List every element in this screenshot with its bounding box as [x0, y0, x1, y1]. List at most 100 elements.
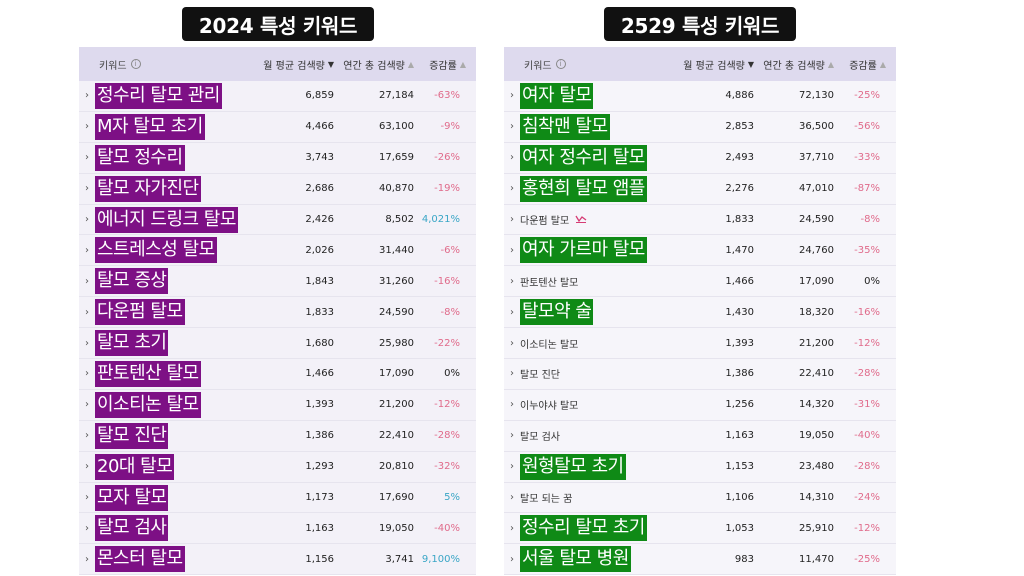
trend-chart-icon[interactable]: [575, 213, 587, 226]
keyword-text[interactable]: 탈모 진단: [95, 422, 169, 449]
expand-chevron-icon[interactable]: ›: [85, 368, 89, 380]
keyword-text[interactable]: 탈모 되는 꿈: [520, 494, 573, 506]
keyword-text[interactable]: 이소티논 탈모: [520, 339, 579, 351]
table-row[interactable]: › 스트레스성 탈모 2,026 31,440 -6%: [79, 235, 476, 267]
expand-chevron-icon[interactable]: ›: [510, 461, 514, 473]
keyword-text[interactable]: 몬스터 탈모: [95, 546, 185, 573]
expand-chevron-icon[interactable]: ›: [510, 183, 514, 195]
table-row[interactable]: › 서울 탈모 병원 983 11,470 -25%: [504, 544, 896, 576]
keyword-text[interactable]: 탈모약 술: [520, 299, 594, 326]
keyword-text[interactable]: 탈모 자가진단: [95, 175, 201, 202]
expand-chevron-icon[interactable]: ›: [510, 522, 514, 534]
expand-chevron-icon[interactable]: ›: [510, 399, 514, 411]
change-column-header[interactable]: 증감률 ▲: [834, 57, 896, 72]
expand-chevron-icon[interactable]: ›: [510, 90, 514, 102]
table-row[interactable]: › 탈모 자가진단 2,686 40,870 -19%: [79, 173, 476, 205]
table-row[interactable]: › 판토텐산 탈모 1,466 17,090 0%: [504, 266, 896, 298]
keyword-text[interactable]: 정수리 탈모 초기: [520, 515, 647, 542]
info-icon[interactable]: i: [555, 59, 566, 69]
expand-chevron-icon[interactable]: ›: [85, 152, 89, 164]
expand-chevron-icon[interactable]: ›: [85, 492, 89, 504]
expand-chevron-icon[interactable]: ›: [510, 306, 514, 318]
keyword-text[interactable]: 이누야샤 탈모: [520, 401, 579, 413]
expand-chevron-icon[interactable]: ›: [85, 244, 89, 256]
table-row[interactable]: › 여자 탈모 4,886 72,130 -25%: [504, 81, 896, 112]
keyword-text[interactable]: 판토텐산 탈모: [520, 277, 579, 289]
keyword-text[interactable]: 탈모 증상: [95, 268, 169, 295]
table-row[interactable]: › 이소티논 탈모 1,393 21,200 -12%: [504, 328, 896, 360]
table-row[interactable]: › 이누야샤 탈모 1,256 14,320 -31%: [504, 389, 896, 421]
table-row[interactable]: › 몬스터 탈모 1,156 3,741 9,100%: [79, 544, 476, 576]
expand-chevron-icon[interactable]: ›: [85, 399, 89, 411]
table-row[interactable]: › 탈모 진단 1,386 22,410 -28%: [504, 359, 896, 390]
table-row[interactable]: › 탈모 진단 1,386 22,410 -28%: [79, 420, 476, 452]
table-row[interactable]: › 침착맨 탈모 2,853 36,500 -56%: [504, 111, 896, 143]
expand-chevron-icon[interactable]: ›: [510, 214, 514, 225]
table-row[interactable]: › 정수리 탈모 관리 6,859 27,184 -63%: [79, 81, 476, 112]
table-row[interactable]: › 20대 탈모 1,293 20,810 -32%: [79, 451, 476, 483]
expand-chevron-icon[interactable]: ›: [85, 337, 89, 349]
total-search-column-header[interactable]: 연간 총 검색량 ▲: [334, 57, 414, 72]
expand-chevron-icon[interactable]: ›: [510, 337, 514, 349]
table-row[interactable]: › 다운펌 탈모 1,833 24,590 -8%: [79, 297, 476, 329]
expand-chevron-icon[interactable]: ›: [510, 492, 514, 504]
expand-chevron-icon[interactable]: ›: [85, 522, 89, 534]
expand-chevron-icon[interactable]: ›: [85, 430, 89, 442]
table-row[interactable]: › 탈모 검사 1,163 19,050 -40%: [504, 420, 896, 452]
keyword-text[interactable]: 여자 정수리 탈모: [520, 144, 647, 171]
table-row[interactable]: › 탈모 되는 꿈 1,106 14,310 -24%: [504, 482, 896, 514]
expand-chevron-icon[interactable]: ›: [510, 244, 514, 256]
table-row[interactable]: › 이소티논 탈모 1,393 21,200 -12%: [79, 389, 476, 421]
expand-chevron-icon[interactable]: ›: [85, 214, 89, 225]
table-row[interactable]: › 탈모약 술 1,430 18,320 -16%: [504, 297, 896, 329]
keyword-text[interactable]: 에너지 드링크 탈모: [95, 206, 238, 233]
table-row[interactable]: › 다운펌 탈모 1,833 24,590 -8%: [504, 204, 896, 236]
keyword-text[interactable]: 홍현희 탈모 앰플: [520, 175, 647, 202]
keyword-text[interactable]: 판토텐산 탈모: [95, 360, 201, 387]
expand-chevron-icon[interactable]: ›: [85, 306, 89, 318]
keyword-text[interactable]: 서울 탈모 병원: [520, 546, 631, 573]
keyword-text[interactable]: 여자 가르마 탈모: [520, 237, 647, 264]
table-row[interactable]: › 탈모 정수리 3,743 17,659 -26%: [79, 142, 476, 174]
total-search-column-header[interactable]: 연간 총 검색량 ▲: [754, 57, 834, 72]
table-row[interactable]: › 탈모 증상 1,843 31,260 -16%: [79, 266, 476, 298]
keyword-text[interactable]: 탈모 정수리: [95, 144, 185, 171]
expand-chevron-icon[interactable]: ›: [85, 275, 89, 287]
keyword-text[interactable]: M자 탈모 초기: [95, 113, 205, 140]
table-row[interactable]: › 여자 가르마 탈모 1,470 24,760 -35%: [504, 235, 896, 267]
table-row[interactable]: › 에너지 드링크 탈모 2,426 8,502 4,021%: [79, 204, 476, 236]
keyword-text[interactable]: 원형탈모 초기: [520, 453, 626, 480]
keyword-text[interactable]: 탈모 검사: [95, 515, 169, 542]
keyword-text[interactable]: 다운펌 탈모: [520, 216, 570, 227]
keyword-text[interactable]: 20대 탈모: [95, 453, 175, 480]
keyword-text[interactable]: 탈모 초기: [95, 330, 169, 357]
expand-chevron-icon[interactable]: ›: [510, 430, 514, 442]
keyword-text[interactable]: 탈모 검사: [520, 432, 560, 444]
expand-chevron-icon[interactable]: ›: [85, 121, 89, 133]
table-row[interactable]: › 모자 탈모 1,173 17,690 5%: [79, 482, 476, 514]
table-row[interactable]: › 탈모 검사 1,163 19,050 -40%: [79, 513, 476, 545]
table-row[interactable]: › M자 탈모 초기 4,466 63,100 -9%: [79, 111, 476, 143]
keyword-text[interactable]: 다운펌 탈모: [95, 299, 185, 326]
keyword-text[interactable]: 스트레스성 탈모: [95, 237, 217, 264]
expand-chevron-icon[interactable]: ›: [85, 553, 89, 565]
keyword-text[interactable]: 여자 탈모: [520, 82, 594, 109]
expand-chevron-icon[interactable]: ›: [85, 461, 89, 473]
expand-chevron-icon[interactable]: ›: [85, 183, 89, 195]
table-row[interactable]: › 홍현희 탈모 앰플 2,276 47,010 -87%: [504, 173, 896, 205]
table-row[interactable]: › 정수리 탈모 초기 1,053 25,910 -12%: [504, 513, 896, 545]
table-row[interactable]: › 판토텐산 탈모 1,466 17,090 0%: [79, 359, 476, 390]
table-row[interactable]: › 여자 정수리 탈모 2,493 37,710 -33%: [504, 142, 896, 174]
expand-chevron-icon[interactable]: ›: [510, 553, 514, 565]
keyword-text[interactable]: 정수리 탈모 관리: [95, 82, 222, 109]
expand-chevron-icon[interactable]: ›: [510, 368, 514, 380]
table-row[interactable]: › 원형탈모 초기 1,153 23,480 -28%: [504, 451, 896, 483]
avg-search-column-header[interactable]: 월 평균 검색량 ▼: [254, 57, 334, 72]
expand-chevron-icon[interactable]: ›: [510, 275, 514, 287]
expand-chevron-icon[interactable]: ›: [510, 121, 514, 133]
table-row[interactable]: › 탈모 초기 1,680 25,980 -22%: [79, 328, 476, 360]
info-icon[interactable]: i: [130, 59, 141, 69]
keyword-text[interactable]: 침착맨 탈모: [520, 113, 610, 140]
keyword-text[interactable]: 탈모 진단: [520, 370, 560, 382]
change-column-header[interactable]: 증감률 ▲: [414, 57, 476, 72]
